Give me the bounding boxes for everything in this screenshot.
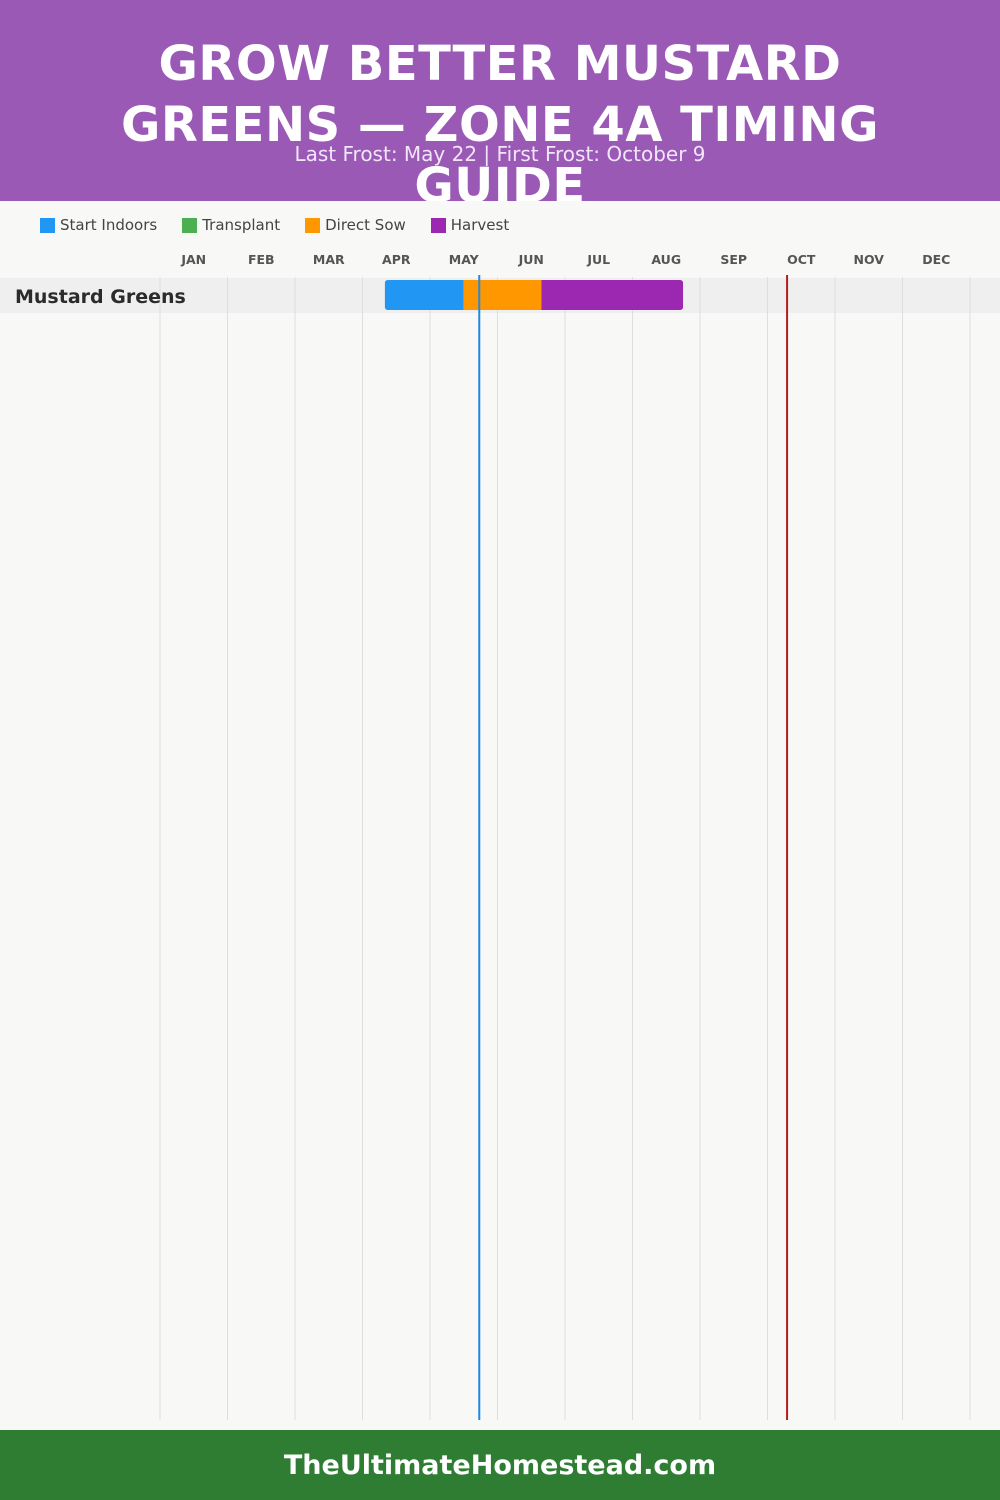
legend-label-start-indoors: Start Indoors [60, 216, 158, 234]
bar-segment-start-indoors [384, 280, 464, 310]
frost-dates-subtitle: Last Frost: May 22 | First Frost: Octobe… [294, 142, 706, 166]
legend-label-transplant: Transplant [202, 216, 281, 234]
month-label-aug: AUG [651, 252, 681, 267]
legend-swatch-transplant [182, 217, 198, 233]
footer-site-name: TheUltimateHomestead.com [283, 1449, 717, 1481]
bar-segment-harvest [541, 280, 684, 310]
header-banner: GROW BETTER MUSTARD GREENS — ZONE 4A TIM… [0, 0, 1000, 201]
month-label-may: MAY [449, 252, 480, 267]
legend-item-direct-sow: Direct Sow [305, 216, 406, 234]
legend-swatch-start-indoors [40, 217, 55, 233]
legend-item-transplant: Transplant [182, 216, 280, 234]
legend-item-harvest: Harvest [430, 216, 510, 234]
month-label-mar: MAR [313, 252, 345, 267]
month-label-feb: FEB [248, 252, 275, 267]
month-label-dec: DEC [922, 252, 950, 267]
month-label-nov: NOV [854, 252, 885, 267]
chart-legend: Start Indoors Transplant Direct Sow Harv… [40, 214, 534, 236]
crop-label: Mustard Greens [15, 286, 186, 308]
planting-timeline-chart: JAN FEB MAR APR MAY JUN JUL AUG SEP OCT NOV DEC Must… [15, 252, 971, 1420]
month-label-jun: JUN [518, 252, 544, 267]
month-label-jan: JAN [180, 252, 206, 267]
bar-segment-direct-sow [463, 280, 542, 310]
month-label-jul: JUL [586, 252, 610, 267]
month-label-apr: APR [382, 252, 411, 267]
legend-swatch-direct-sow [305, 217, 321, 233]
legend-label-harvest: Harvest [450, 216, 510, 234]
month-label-oct: OCT [787, 252, 816, 267]
footer-banner: TheUltimateHomestead.com [0, 1430, 1000, 1500]
legend-item-start-indoors: Start Indoors [40, 216, 157, 234]
month-label-sep: SEP [720, 252, 747, 267]
legend-label-direct-sow: Direct Sow [325, 216, 406, 234]
legend-swatch-harvest [430, 217, 446, 233]
page-title: GROW BETTER MUSTARD GREENS — ZONE 4A TIM… [121, 36, 879, 201]
